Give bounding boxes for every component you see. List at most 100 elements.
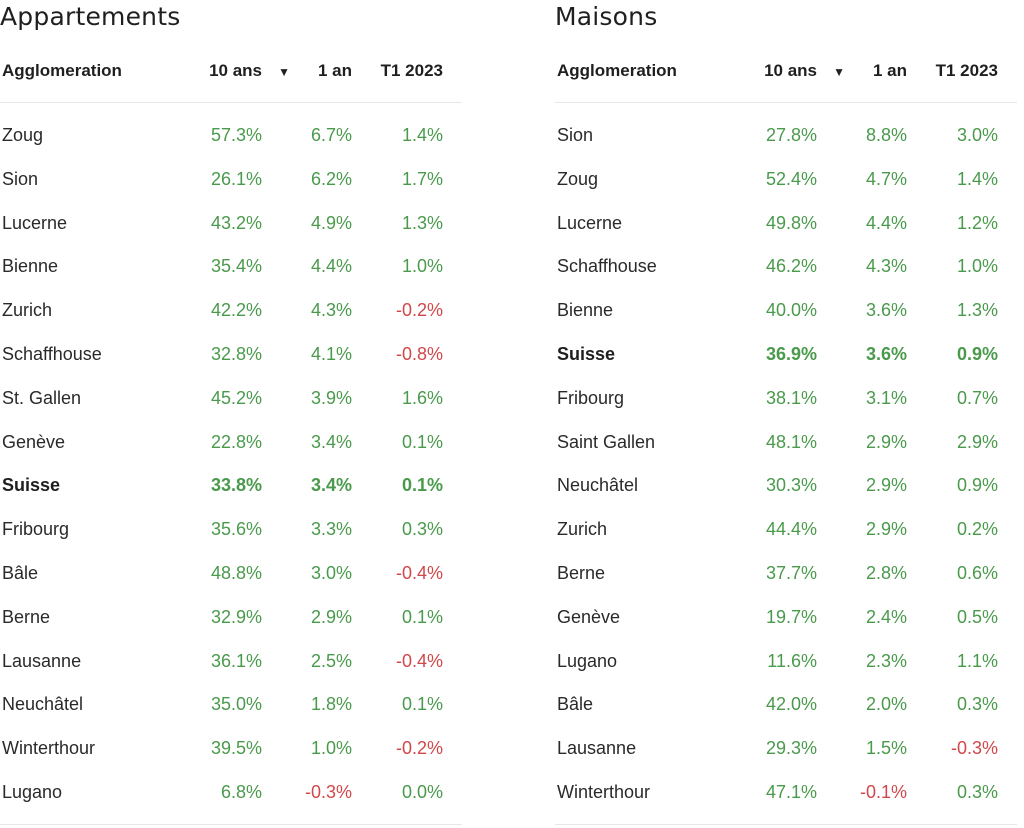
apartments-table-body: Zoug 57.3% 6.7% 1.4% Sion 26.1% 6.2% 1.7% Lucern…	[0, 103, 462, 815]
q1-2023-cell: -0.4%	[395, 562, 443, 583]
houses-title: Maisons	[555, 2, 658, 31]
q1-2023-cell: -0.8%	[395, 343, 443, 364]
agglomeration-cell: Genève	[557, 606, 621, 627]
table-row: Zurich 44.4% 2.9% 0.2%	[555, 508, 1017, 552]
table-row: Zoug 57.3% 6.7% 1.4%	[0, 114, 462, 158]
table-row: Lucerne 43.2% 4.9% 1.3%	[0, 202, 462, 246]
column-header-ten-years[interactable]: 10 ans	[209, 61, 262, 80]
apartments-title: Appartements	[0, 2, 181, 31]
q1-2023-cell: 0.1%	[401, 694, 443, 715]
one-year-cell: 2.9%	[865, 519, 907, 540]
table-row: Lugano 11.6% 2.3% 1.1%	[555, 640, 1017, 684]
agglomeration-cell: Bâle	[2, 562, 39, 583]
table-row: Berne 32.9% 2.9% 0.1%	[0, 596, 462, 640]
one-year-cell: 1.8%	[310, 694, 352, 715]
table-row: Zoug 52.4% 4.7% 1.4%	[555, 158, 1017, 202]
column-header-agglomeration[interactable]: Agglomeration	[557, 61, 677, 80]
one-year-cell: 1.0%	[310, 738, 352, 759]
one-year-cell: -0.3%	[304, 781, 352, 802]
table-row: Fribourg 35.6% 3.3% 0.3%	[0, 508, 462, 552]
column-header-one-year[interactable]: 1 an	[317, 61, 352, 80]
table-row: Lausanne 29.3% 1.5% -0.3%	[555, 727, 1017, 771]
one-year-cell: 3.9%	[310, 387, 352, 408]
table-row: St. Gallen 45.2% 3.9% 1.6%	[0, 377, 462, 421]
one-year-cell: 3.4%	[310, 475, 352, 496]
agglomeration-cell: Sion	[557, 125, 594, 145]
agglomeration-cell: Winterthour	[2, 738, 96, 759]
agglomeration-cell: Bienne	[2, 256, 59, 277]
table-row: Bâle 48.8% 3.0% -0.4%	[0, 552, 462, 596]
q1-2023-cell: 0.3%	[956, 781, 998, 802]
ten-years-cell: 27.8%	[765, 125, 817, 145]
one-year-cell: 1.5%	[865, 738, 907, 759]
agglomeration-cell: Fribourg	[2, 519, 70, 540]
sort-descending-icon[interactable]: ▼	[278, 65, 290, 79]
agglomeration-cell: Bienne	[557, 300, 614, 321]
table-row: Lausanne 36.1% 2.5% -0.4%	[0, 640, 462, 684]
agglomeration-cell: Fribourg	[557, 387, 625, 408]
q1-2023-cell: 0.3%	[401, 519, 443, 540]
agglomeration-cell: Winterthour	[557, 781, 651, 802]
one-year-cell: 3.0%	[310, 562, 352, 583]
one-year-cell: 2.3%	[865, 650, 907, 671]
ten-years-cell: 30.3%	[765, 475, 817, 496]
q1-2023-cell: 1.4%	[956, 168, 998, 189]
table-row: Neuchâtel 35.0% 1.8% 0.1%	[0, 683, 462, 727]
ten-years-cell: 42.2%	[210, 300, 262, 321]
table-row: Genève 22.8% 3.4% 0.1%	[0, 421, 462, 465]
agglomeration-cell: Lausanne	[557, 738, 637, 759]
q1-2023-cell: 0.3%	[956, 694, 998, 715]
agglomeration-cell: Berne	[557, 562, 606, 583]
q1-2023-cell: 1.3%	[956, 300, 998, 321]
ten-years-cell: 29.3%	[765, 738, 817, 759]
ten-years-cell: 6.8%	[220, 781, 262, 802]
agglomeration-cell: Suisse	[2, 475, 61, 496]
column-header-ten-years[interactable]: 10 ans	[764, 61, 817, 80]
ten-years-cell: 32.9%	[210, 606, 262, 627]
table-row: Genève 19.7% 2.4% 0.5%	[555, 596, 1017, 640]
sort-descending-icon[interactable]: ▼	[833, 65, 845, 79]
ten-years-cell: 37.7%	[765, 562, 817, 583]
ten-years-cell: 32.8%	[210, 343, 262, 364]
ten-years-cell: 35.0%	[210, 694, 262, 715]
ten-years-cell: 19.7%	[765, 606, 817, 627]
one-year-cell: 4.7%	[865, 168, 907, 189]
agglomeration-cell: Zoug	[557, 168, 599, 189]
column-header-q1-2023[interactable]: T1 2023	[935, 61, 998, 80]
q1-2023-cell: 1.0%	[956, 256, 998, 277]
q1-2023-cell: 0.1%	[401, 431, 443, 452]
table-row: Lucerne 49.8% 4.4% 1.2%	[555, 202, 1017, 246]
one-year-cell: 6.2%	[310, 168, 352, 189]
q1-2023-cell: 0.5%	[956, 606, 998, 627]
table-row: Bienne 35.4% 4.4% 1.0%	[0, 245, 462, 289]
houses-table-header: Agglomeration 10 ans ▼ 1 an T1 2023	[555, 44, 1017, 103]
q1-2023-cell: 0.6%	[956, 562, 998, 583]
houses-table-body: Sion 27.8% 8.8% 3.0% Zoug 52.4% 4.7% 1.4% Lucern…	[555, 103, 1017, 815]
column-header-agglomeration[interactable]: Agglomeration	[2, 61, 122, 80]
column-header-q1-2023[interactable]: T1 2023	[380, 61, 443, 80]
q1-2023-cell: 0.9%	[956, 343, 998, 364]
one-year-cell: 4.4%	[865, 212, 907, 233]
table-row: Berne 37.7% 2.8% 0.6%	[555, 552, 1017, 596]
ten-years-cell: 35.4%	[210, 256, 262, 277]
agglomeration-cell: Suisse	[557, 343, 616, 364]
agglomeration-cell: Lausanne	[2, 650, 82, 671]
ten-years-cell: 36.1%	[210, 650, 262, 671]
table-row: Neuchâtel 30.3% 2.9% 0.9%	[555, 464, 1017, 508]
ten-years-cell: 11.6%	[767, 650, 817, 671]
one-year-cell: 4.4%	[310, 256, 352, 277]
q1-2023-cell: 1.7%	[401, 168, 443, 189]
ten-years-cell: 26.1%	[210, 168, 262, 189]
table-row: Saint Gallen 48.1% 2.9% 2.9%	[555, 421, 1017, 465]
table-row: Suisse 33.8% 3.4% 0.1%	[0, 464, 462, 508]
table-row: Suisse 36.9% 3.6% 0.9%	[555, 333, 1017, 377]
ten-years-cell: 46.2%	[765, 256, 817, 277]
agglomeration-cell: Saint Gallen	[557, 431, 656, 452]
column-header-one-year[interactable]: 1 an	[872, 61, 907, 80]
q1-2023-cell: 1.0%	[401, 256, 443, 277]
apartments-bottom-divider	[0, 824, 462, 825]
ten-years-cell: 52.4%	[765, 168, 817, 189]
one-year-cell: 3.6%	[865, 300, 907, 321]
agglomeration-cell: Neuchâtel	[2, 694, 84, 715]
q1-2023-cell: 0.1%	[401, 606, 443, 627]
